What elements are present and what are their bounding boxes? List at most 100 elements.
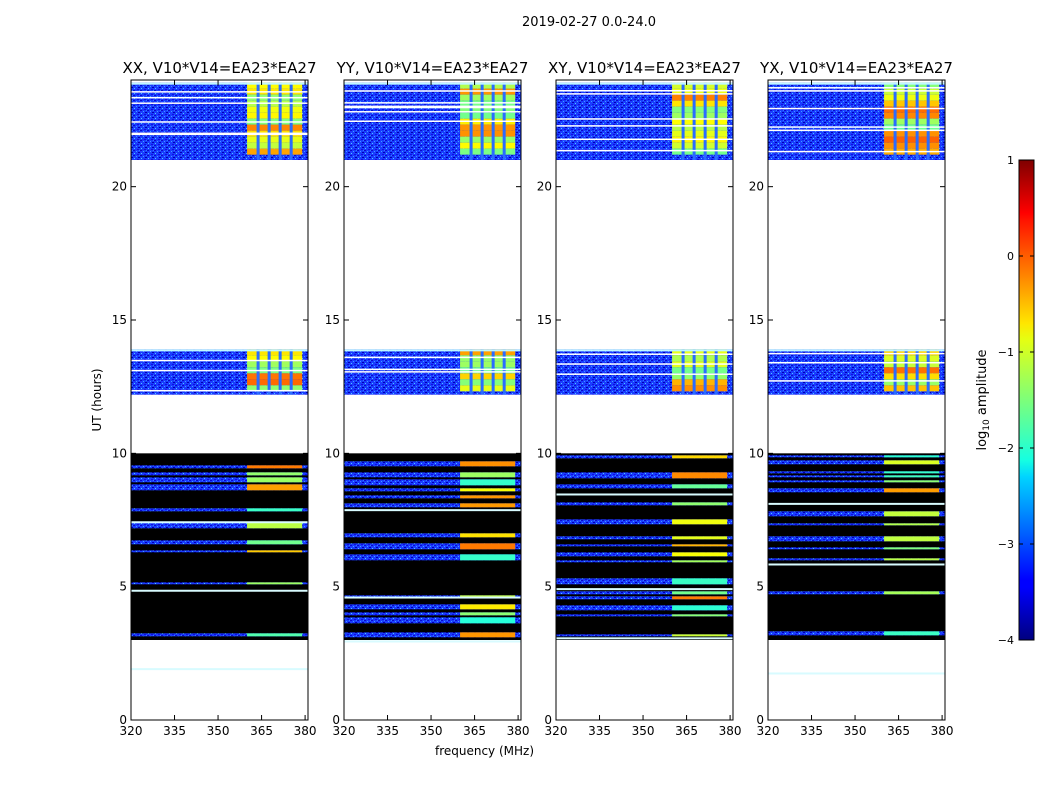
heatmap-cells bbox=[344, 82, 521, 643]
rfi-cell bbox=[884, 94, 940, 101]
x-tick-label: 350 bbox=[632, 724, 655, 738]
rfi-stripe bbox=[460, 461, 516, 467]
rfi-stripe bbox=[247, 477, 303, 483]
rfi-cell bbox=[884, 355, 940, 362]
flag-line bbox=[131, 132, 308, 135]
flag-line bbox=[556, 93, 733, 95]
y-tick-label: 5 bbox=[756, 580, 764, 594]
rfi-stripe bbox=[672, 591, 728, 595]
rfi-stripe bbox=[672, 614, 728, 617]
flag-line bbox=[131, 121, 308, 123]
bright-row bbox=[131, 668, 308, 671]
y-tick-label: 5 bbox=[332, 580, 340, 594]
y-tick-label: 0 bbox=[544, 713, 552, 727]
data-stripe bbox=[556, 502, 733, 506]
rfi-stripe bbox=[460, 543, 516, 550]
block-edge bbox=[556, 349, 733, 352]
data-stripe bbox=[344, 612, 521, 616]
flag-line bbox=[768, 126, 945, 128]
x-tick-label: 320 bbox=[120, 724, 143, 738]
rfi-stripe bbox=[672, 578, 728, 585]
flag-line bbox=[131, 389, 308, 392]
x-tick-label: 350 bbox=[844, 724, 867, 738]
rfi-stripe bbox=[884, 475, 940, 478]
y-tick-label: 5 bbox=[119, 580, 127, 594]
data-stripe bbox=[131, 508, 308, 512]
flag-line bbox=[344, 371, 521, 373]
rfi-stripe bbox=[247, 484, 303, 491]
rfi-stripe bbox=[460, 533, 516, 538]
channel-gap bbox=[703, 349, 707, 395]
colorbar-tick-label: 0 bbox=[1007, 250, 1014, 263]
rfi-stripe bbox=[460, 488, 516, 492]
data-stripe bbox=[344, 554, 521, 561]
flag-line bbox=[768, 380, 945, 382]
rfi-cell bbox=[460, 100, 516, 107]
rfi-cell bbox=[247, 361, 303, 368]
flag-line bbox=[768, 107, 945, 110]
channel-gap bbox=[893, 349, 897, 395]
axes-frame bbox=[343, 79, 522, 721]
rfi-cell bbox=[884, 367, 940, 374]
rfi-stripe bbox=[460, 503, 516, 508]
axes-frame bbox=[555, 79, 734, 721]
rfi-stripe bbox=[884, 511, 940, 517]
y-tick-label: 15 bbox=[112, 313, 127, 327]
rfi-cell bbox=[460, 82, 516, 89]
rfi-cell bbox=[247, 349, 303, 356]
data-stripe bbox=[556, 591, 733, 595]
data-stripe bbox=[131, 633, 308, 637]
y-tick-label: 10 bbox=[112, 446, 127, 460]
rfi-cell bbox=[460, 349, 516, 356]
flag-line bbox=[344, 368, 521, 371]
rfi-stripe bbox=[247, 540, 303, 545]
flag-line bbox=[556, 373, 733, 375]
block-edge bbox=[768, 82, 945, 85]
colorbar-tick-label: 1 bbox=[1007, 154, 1014, 167]
rfi-stripe bbox=[884, 488, 940, 493]
data-stripe bbox=[768, 475, 945, 478]
flag-line bbox=[768, 90, 945, 92]
flag-line bbox=[131, 96, 308, 99]
y-tick-label: 0 bbox=[332, 713, 340, 727]
rfi-stripe bbox=[460, 612, 516, 616]
rfi-cell bbox=[672, 124, 728, 131]
data-stripe bbox=[768, 591, 945, 595]
figure-title: 2019-02-27 0.0-24.0 bbox=[522, 15, 656, 30]
x-tick-label: 365 bbox=[250, 724, 273, 738]
bright-row bbox=[768, 672, 945, 675]
channel-gap bbox=[714, 349, 718, 395]
rfi-stripe bbox=[884, 455, 940, 458]
rfi-cell bbox=[884, 106, 940, 113]
x-tick-label: 320 bbox=[545, 724, 568, 738]
bright-row bbox=[556, 637, 733, 640]
rfi-stripe bbox=[884, 591, 940, 595]
rfi-stripe bbox=[672, 544, 728, 547]
data-stripe bbox=[344, 495, 521, 499]
flag-line bbox=[556, 125, 733, 127]
rfi-cell bbox=[460, 148, 516, 155]
data-stripe bbox=[131, 465, 308, 469]
rfi-cell bbox=[460, 373, 516, 380]
flag-line bbox=[556, 138, 733, 141]
rfi-cell bbox=[247, 82, 303, 89]
x-tick-label: 320 bbox=[757, 724, 780, 738]
rfi-stripe bbox=[884, 536, 940, 542]
rfi-cell bbox=[884, 112, 940, 119]
panel-title: YX, V10*V14=EA23*EA27 bbox=[759, 59, 953, 77]
x-tick-label: 380 bbox=[719, 724, 742, 738]
bright-row bbox=[131, 521, 308, 524]
y-tick-label: 20 bbox=[325, 180, 340, 194]
flag-line bbox=[344, 106, 521, 109]
rfi-cell bbox=[884, 118, 940, 125]
channel-gap bbox=[714, 82, 718, 160]
flag-line bbox=[131, 91, 308, 93]
data-stripe bbox=[131, 522, 308, 529]
y-tick-label: 10 bbox=[325, 446, 340, 460]
x-tick-label: 365 bbox=[463, 724, 486, 738]
rfi-cell bbox=[247, 106, 303, 113]
data-stripe bbox=[344, 461, 521, 467]
channel-gap bbox=[289, 349, 293, 395]
y-tick-label: 20 bbox=[749, 180, 764, 194]
rfi-cell bbox=[460, 130, 516, 137]
